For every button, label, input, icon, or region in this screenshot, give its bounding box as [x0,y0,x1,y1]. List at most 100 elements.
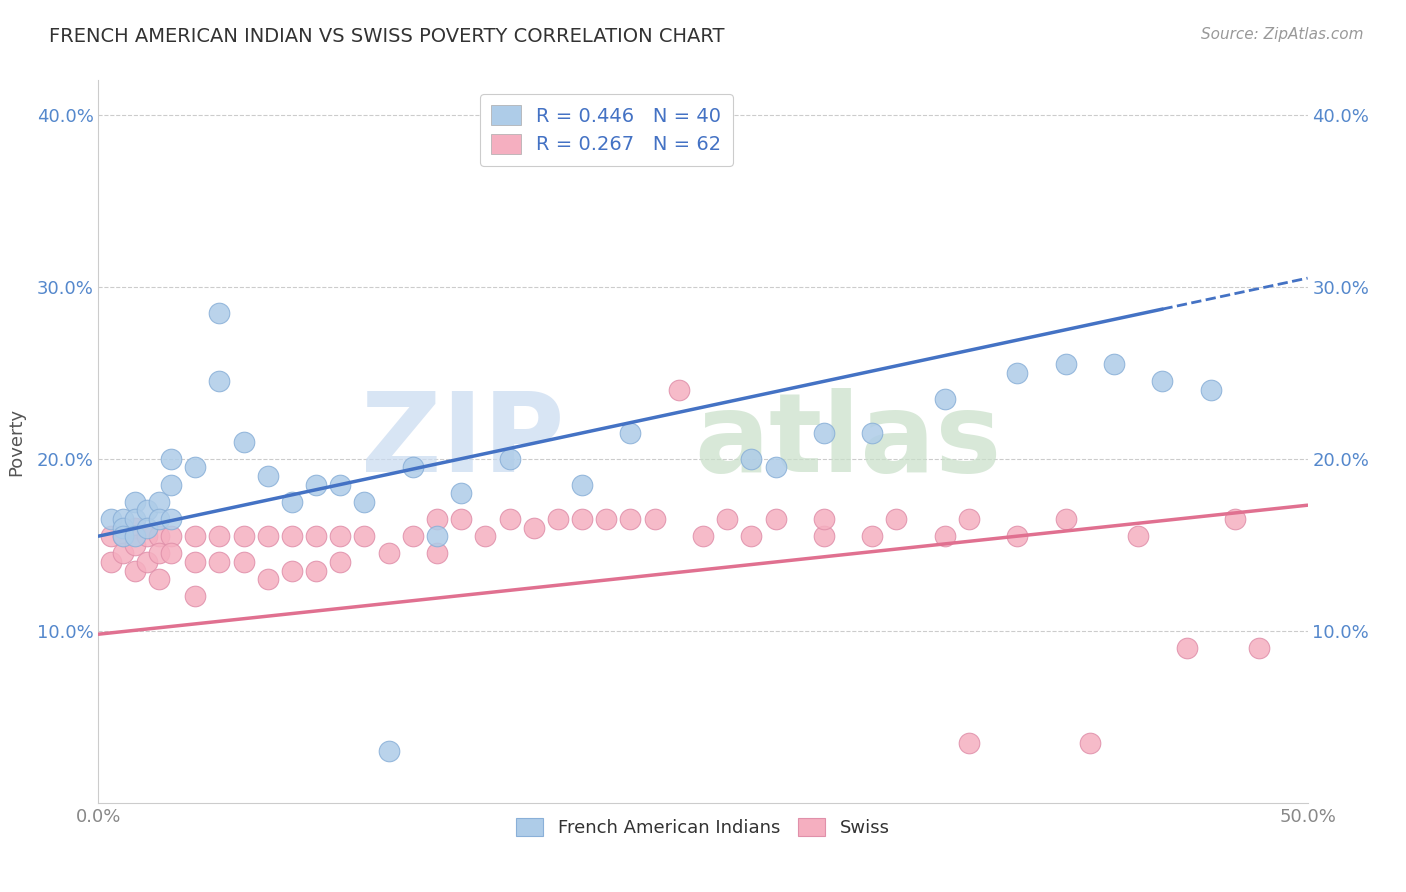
Point [281,564,304,578]
Point [281,494,304,508]
Point [208,305,231,319]
Point [184,529,207,543]
Point [498,512,520,526]
Point [148,546,170,560]
Point [474,529,496,543]
Point [1102,357,1125,371]
Point [256,469,278,483]
Point [111,529,134,543]
Point [1249,640,1271,655]
Text: Source: ZipAtlas.com: Source: ZipAtlas.com [1201,27,1364,42]
Point [765,460,787,475]
Point [1175,640,1198,655]
Point [232,434,254,449]
Point [148,572,170,586]
Point [329,555,352,569]
Point [886,512,908,526]
Point [450,486,472,500]
Point [232,529,254,543]
Text: atlas: atlas [695,388,1002,495]
Y-axis label: Poverty: Poverty [7,408,25,475]
Point [256,572,278,586]
Point [124,564,146,578]
Point [100,529,122,543]
Point [595,512,617,526]
Point [353,529,375,543]
Point [208,555,231,569]
Point [353,494,375,508]
Point [860,529,883,543]
Point [813,512,835,526]
Point [184,590,207,604]
Point [124,538,146,552]
Point [256,529,278,543]
Point [426,546,449,560]
Point [377,546,399,560]
Point [100,555,122,569]
Point [1199,383,1222,397]
Point [232,555,254,569]
Point [377,744,399,758]
Point [305,477,328,491]
Point [124,494,146,508]
Point [148,494,170,508]
Point [450,512,472,526]
Point [100,512,122,526]
Point [547,512,569,526]
Point [619,425,641,440]
Point [329,529,352,543]
Point [160,451,183,466]
Point [523,520,546,534]
Point [957,512,980,526]
Point [160,512,183,526]
Point [148,512,170,526]
Point [1007,366,1029,380]
Point [426,529,449,543]
Point [111,529,134,543]
Text: FRENCH AMERICAN INDIAN VS SWISS POVERTY CORRELATION CHART: FRENCH AMERICAN INDIAN VS SWISS POVERTY … [49,27,724,45]
Point [716,512,738,526]
Point [135,529,157,543]
Point [135,520,157,534]
Point [111,520,134,534]
Point [765,512,787,526]
Point [305,564,328,578]
Point [329,477,352,491]
Point [160,546,183,560]
Point [135,555,157,569]
Point [281,529,304,543]
Point [571,512,593,526]
Point [184,555,207,569]
Point [619,512,641,526]
Text: ZIP: ZIP [360,388,564,495]
Point [124,512,146,526]
Point [813,425,835,440]
Point [426,512,449,526]
Point [813,529,835,543]
Point [571,477,593,491]
Point [135,503,157,517]
Point [124,520,146,534]
Point [305,529,328,543]
Point [860,425,883,440]
Point [124,529,146,543]
Point [160,477,183,491]
Legend: French American Indians, Swiss: French American Indians, Swiss [509,811,897,845]
Point [740,451,762,466]
Point [111,512,134,526]
Point [668,383,690,397]
Point [1054,357,1077,371]
Point [1078,735,1101,749]
Point [208,375,231,389]
Point [934,529,956,543]
Point [1223,512,1246,526]
Point [644,512,666,526]
Point [111,546,134,560]
Point [957,735,980,749]
Point [184,460,207,475]
Point [148,529,170,543]
Point [402,529,425,543]
Point [1152,375,1174,389]
Point [1128,529,1150,543]
Point [1007,529,1029,543]
